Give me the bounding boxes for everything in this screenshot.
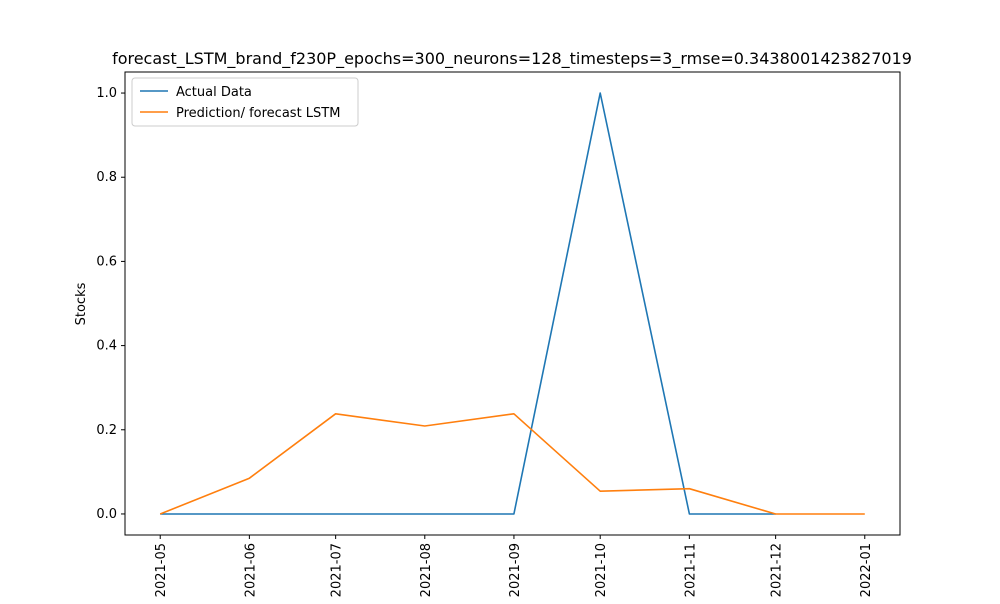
x-tick-label: 2021-09 [508,543,523,597]
y-tick-label: 0.2 [96,423,117,438]
series-line-prediction [159,412,865,515]
x-tick-label: 2022-01 [859,543,874,597]
y-tick-label: 1.0 [96,86,117,101]
y-axis-ticks: 0.0 0.2 0.4 0.6 0.8 1.0 [96,86,125,522]
y-tick-label: 0.6 [96,254,117,269]
y-axis-label: Stocks [74,282,89,325]
chart-title: forecast_LSTM_brand_f230P_epochs=300_neu… [112,49,912,69]
x-tick-label: 2021-11 [683,543,698,597]
x-tick-label: 2021-07 [330,543,345,597]
y-tick-label: 0.4 [96,339,117,354]
y-tick-label: 0.8 [96,170,117,185]
series-lines [159,92,865,515]
x-axis-ticks: 2021-05 2021-06 2021-07 2021-08 2021-09 2021-… [154,535,874,597]
legend-label: Prediction/ forecast LSTM [176,106,340,121]
y-tick-label: 0.0 [96,507,117,522]
series-line-actual [160,92,776,515]
legend-box [131,77,359,127]
x-tick-label: 2021-06 [243,543,258,597]
plot-frame [124,71,901,536]
x-tick-label: 2021-12 [770,543,785,597]
x-tick-label: 2021-05 [154,543,169,597]
x-tick-label: 2021-10 [594,543,609,597]
legend-label: Actual Data [176,85,252,100]
x-tick-label: 2021-08 [419,543,434,597]
legend: Actual Data Prediction/ forecast LSTM [131,77,359,127]
